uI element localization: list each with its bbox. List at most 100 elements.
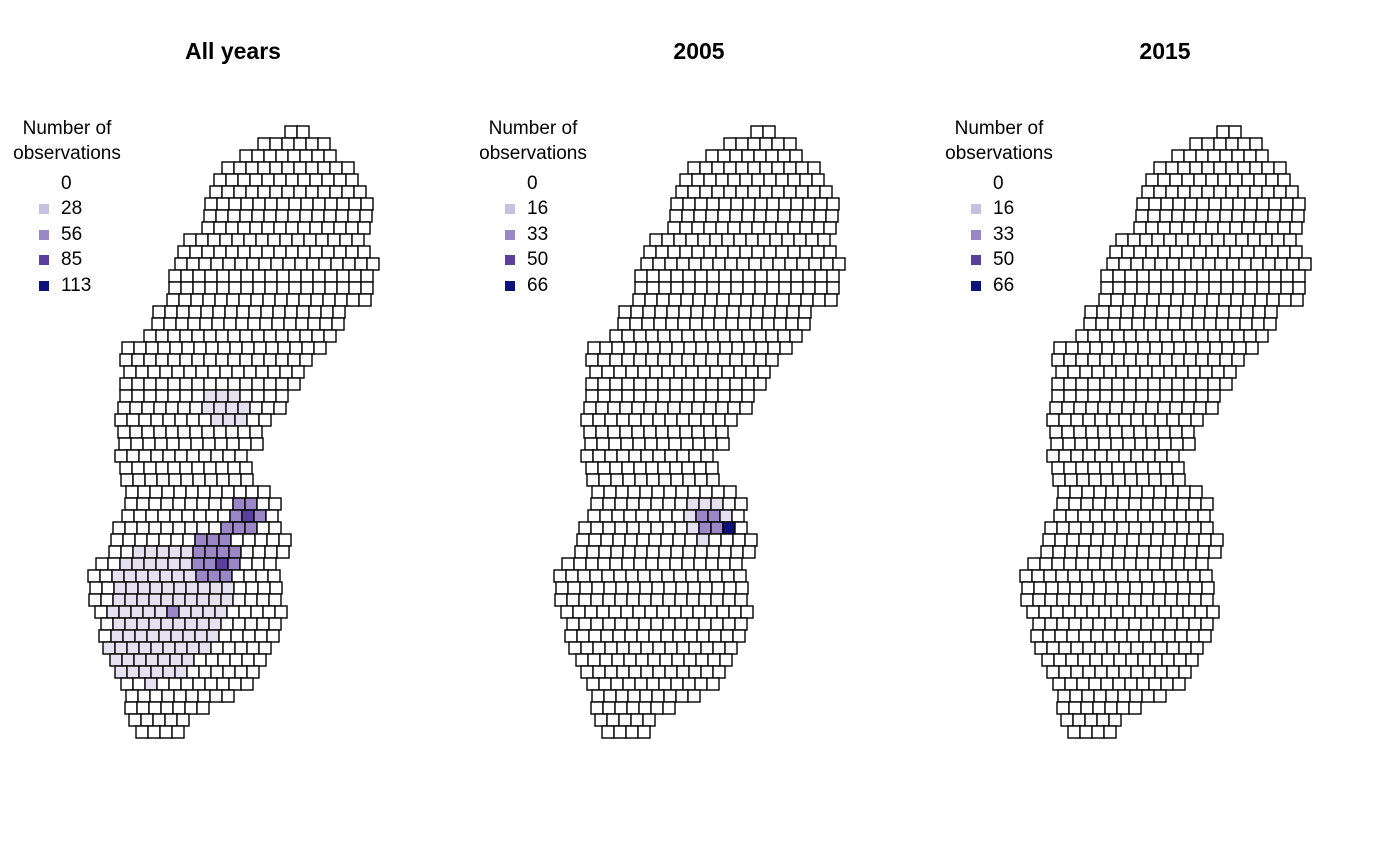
grid-cell: [754, 281, 768, 295]
grid-cell: [1089, 653, 1103, 667]
grid-cell: [1145, 173, 1159, 187]
grid-cell: [88, 593, 102, 607]
grid-cell: [638, 617, 652, 631]
grid-cell: [661, 365, 675, 379]
grid-cell: [661, 569, 675, 583]
grid-cell: [1066, 629, 1080, 643]
grid-cell: [640, 257, 654, 271]
grid-cell: [1169, 245, 1183, 259]
grid-cell: [694, 281, 708, 295]
grid-cell: [121, 653, 135, 667]
grid-cell: [705, 209, 719, 223]
grid-cell: [191, 557, 205, 571]
legend: Number of observations 0 16 33 50 66: [945, 116, 1064, 299]
grid-cell: [1124, 281, 1138, 295]
grid-cell: [1082, 641, 1096, 655]
grid-cell: [1164, 593, 1178, 607]
grid-cell: [613, 365, 627, 379]
grid-cell: [1253, 173, 1267, 187]
grid-cell: [258, 413, 272, 427]
grid-cell: [299, 209, 313, 223]
grid-cell: [657, 377, 671, 391]
grid-cell: [1095, 317, 1109, 331]
grid-cell: [138, 413, 152, 427]
grid-cell: [639, 485, 653, 499]
grid-cell: [143, 329, 157, 343]
grid-cell: [221, 161, 235, 175]
grid-cell: [221, 689, 235, 703]
grid-cell: [254, 629, 268, 643]
grid-cell: [258, 257, 272, 271]
grid-cell: [181, 341, 195, 355]
grid-cell: [656, 293, 670, 307]
grid-cell: [323, 149, 337, 163]
grid-cell: [626, 497, 640, 511]
grid-cell: [688, 413, 702, 427]
grid-cell: [1086, 437, 1100, 451]
grid-cell: [1238, 257, 1252, 271]
grid-cell: [1198, 629, 1212, 643]
grid-cell: [1026, 605, 1040, 619]
grid-cell: [769, 233, 783, 247]
grid-cell: [155, 329, 169, 343]
grid-cell: [717, 149, 731, 163]
grid-cell: [639, 581, 653, 595]
grid-cell: [1068, 593, 1082, 607]
grid-cell: [735, 581, 749, 595]
grid-cell: [610, 545, 624, 559]
grid-cell: [1253, 221, 1267, 235]
grid-cell: [100, 593, 114, 607]
grid-cell: [1091, 725, 1105, 739]
grid-cell: [1030, 629, 1044, 643]
grid-cell: [268, 497, 282, 511]
grid-cell: [1135, 461, 1149, 475]
legend-item: 0: [946, 171, 1064, 197]
legend-title: Number of observations: [2, 116, 132, 166]
grid-cell: [617, 317, 631, 331]
grid-cell: [676, 641, 690, 655]
grid-cell: [261, 401, 275, 415]
grid-cell: [1063, 389, 1077, 403]
grid-cell: [1118, 257, 1132, 271]
grid-cell: [193, 509, 207, 523]
grid-cell: [1256, 197, 1270, 211]
grid-cell: [1130, 641, 1144, 655]
grid-cell: [1042, 533, 1056, 547]
grid-cell: [689, 317, 703, 331]
grid-cell: [652, 665, 666, 679]
grid-cell: [1148, 473, 1162, 487]
grid-cell: [1292, 197, 1306, 211]
grid-cell: [135, 725, 149, 739]
grid-cell: [723, 485, 737, 499]
grid-cell: [1195, 377, 1209, 391]
grid-cell: [1183, 209, 1197, 223]
grid-cell: [1196, 281, 1210, 295]
grid-cell: [646, 545, 660, 559]
grid-cell: [656, 437, 670, 451]
grid-cell: [174, 641, 188, 655]
grid-cell: [1255, 209, 1269, 223]
grid-cell: [249, 221, 263, 235]
grid-cell: [180, 545, 194, 559]
grid-cell: [1081, 485, 1095, 499]
grid-cell: [1201, 581, 1215, 595]
grid-cell: [210, 257, 224, 271]
grid-cell: [216, 269, 230, 283]
grid-cell: [637, 569, 651, 583]
grid-cell: [1191, 317, 1205, 331]
grid-cell: [578, 617, 592, 631]
grid-cell: [710, 593, 724, 607]
grid-cell: [715, 245, 729, 259]
grid-cell: [643, 245, 657, 259]
grid-cell: [273, 401, 287, 415]
grid-cell: [646, 269, 660, 283]
grid-cell: [695, 653, 709, 667]
grid-cell: [1244, 197, 1258, 211]
grid-cell: [601, 569, 615, 583]
grid-cell: [141, 425, 155, 439]
grid-cell: [1141, 689, 1155, 703]
grid-cell: [633, 329, 647, 343]
grid-cell: [222, 449, 236, 463]
grid-cell: [566, 593, 580, 607]
grid-cell: [1149, 341, 1163, 355]
